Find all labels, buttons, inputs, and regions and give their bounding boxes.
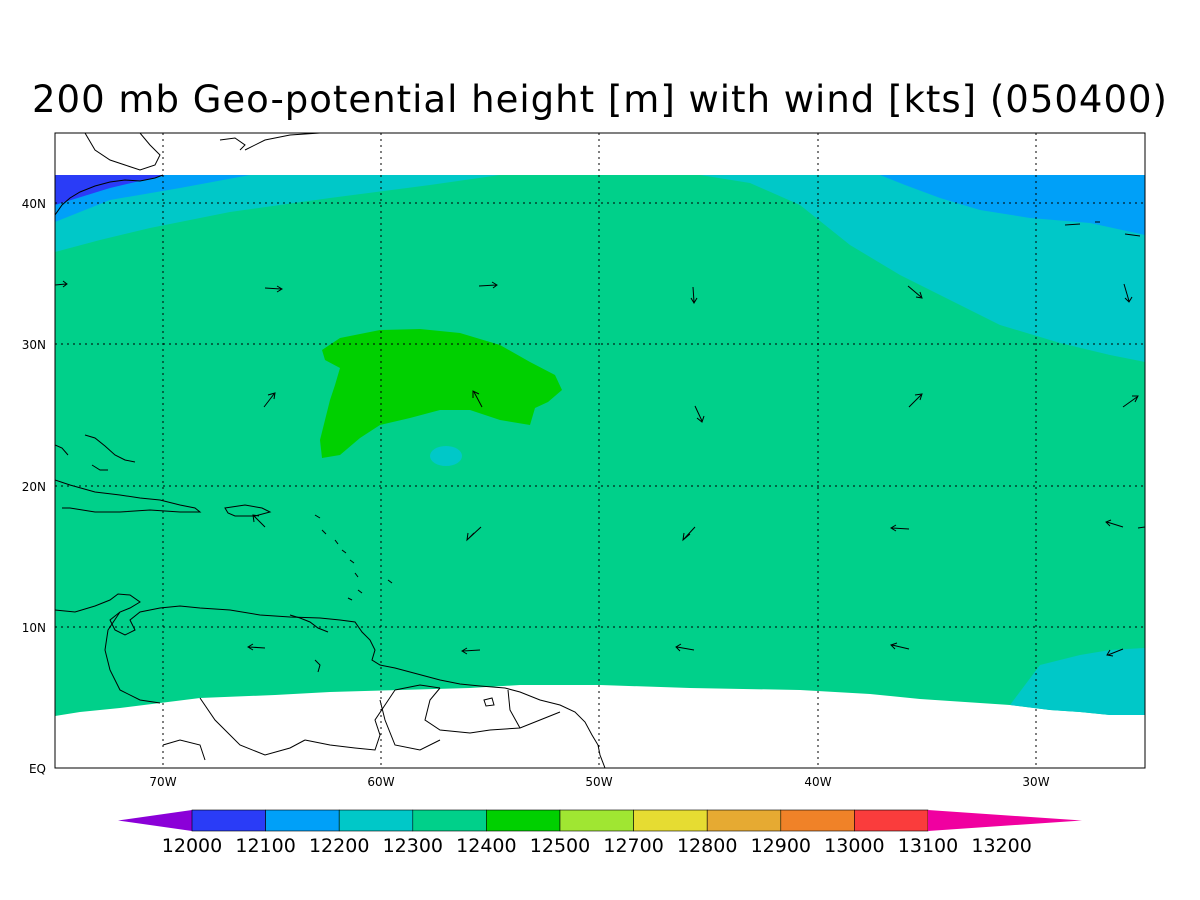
height-band-12500 [55, 175, 1145, 716]
colorbar-label: 12500 [530, 835, 590, 857]
colorbar-label: 13000 [824, 835, 884, 857]
colorbar-box [265, 809, 340, 832]
lon-label-30w: 30W [1022, 775, 1049, 789]
lat-label-20n: 20N [22, 480, 46, 494]
colorbar-label: 12000 [162, 835, 222, 857]
colorbar-box [706, 809, 782, 832]
lat-label-eq: EQ [29, 762, 46, 776]
height-band-12400-se [1010, 648, 1145, 715]
colorbar-label: 13100 [898, 835, 958, 857]
colorbar-label: 12100 [235, 835, 295, 857]
colorbar-box [559, 809, 634, 832]
colorbar-box [412, 809, 487, 832]
height-spot-12400 [430, 446, 462, 466]
latitude-labels: 40N 30N 20N 10N EQ [22, 197, 46, 776]
map-area [55, 133, 1145, 768]
lat-label-40n: 40N [22, 197, 46, 211]
lon-label-60w: 60W [367, 775, 394, 789]
map-frame [54, 132, 1146, 769]
height-band-12200-nw [55, 175, 165, 205]
colorbar-box [191, 809, 266, 832]
lat-label-30n: 30N [22, 338, 46, 352]
colorbar-label: 12900 [751, 835, 811, 857]
height-band-12300-ne [880, 175, 1145, 235]
colorbar-arrow-right [928, 810, 1082, 831]
lon-label-50w: 50W [585, 775, 612, 789]
graticule [55, 133, 1145, 768]
height-band-12400-ne [700, 175, 1145, 362]
coastlines [55, 133, 1141, 768]
colorbar: 12000 12100 12200 12300 12400 12500 12700 12800… [118, 809, 1082, 857]
height-band-12400-nw [55, 175, 500, 252]
colorbar-box [486, 809, 561, 832]
colorbar-label: 13200 [971, 835, 1031, 857]
colorbar-label: 12800 [677, 835, 737, 857]
colorbar-box [338, 809, 414, 832]
colorbar-box [780, 809, 855, 832]
wind-vectors [55, 280, 1145, 657]
colorbar-label: 12300 [383, 835, 443, 857]
colorbar-box [633, 809, 708, 832]
lat-label-10n: 10N [22, 621, 46, 635]
colorbar-label: 12400 [456, 835, 516, 857]
colorbar-label: 12200 [309, 835, 369, 857]
longitude-labels: 70W 60W 50W 40W 30W [149, 775, 1049, 789]
lon-label-40w: 40W [804, 775, 831, 789]
colorbar-label: 12700 [603, 835, 663, 857]
lon-label-70w: 70W [149, 775, 176, 789]
colorbar-arrow-left [118, 810, 192, 831]
colorbar-box [854, 809, 929, 832]
map-title: 200 mb Geo-potential height [m] with win… [32, 78, 1168, 121]
